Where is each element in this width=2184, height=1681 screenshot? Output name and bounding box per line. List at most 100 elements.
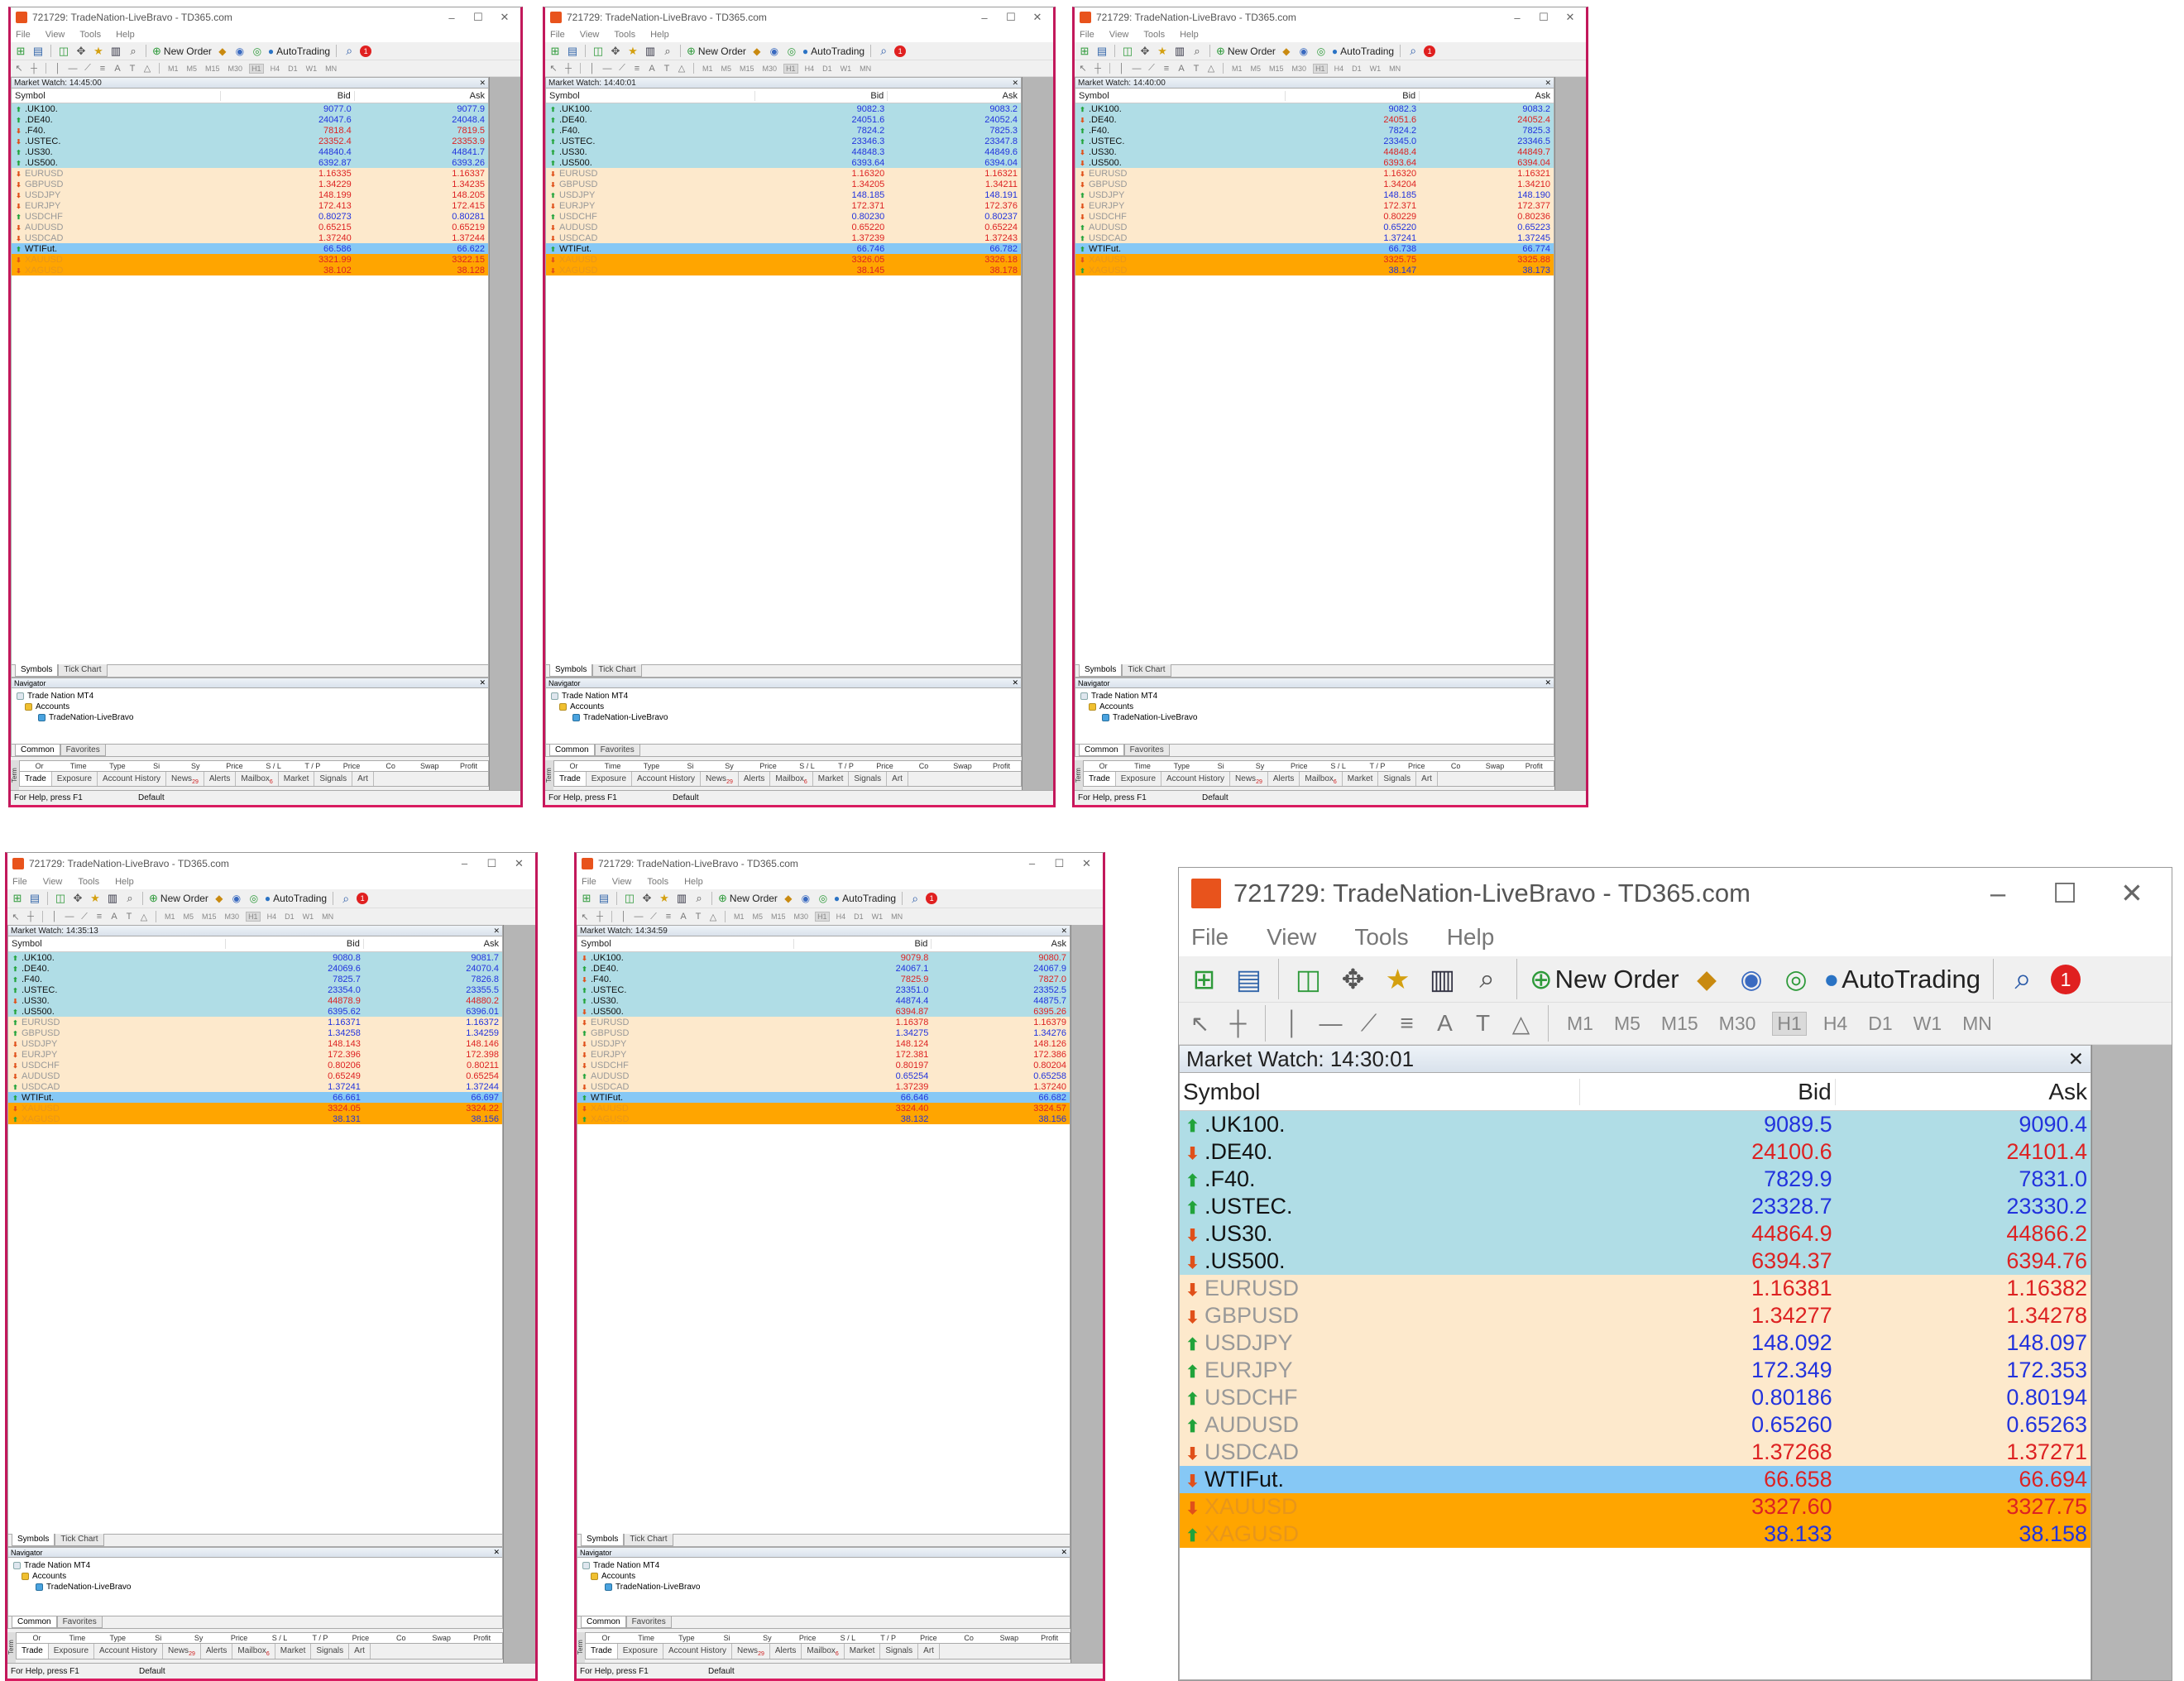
terminal-tab-news[interactable]: News29: [732, 1644, 770, 1659]
market-watch-row[interactable]: ⬇ EURJPY 172.381 172.386: [577, 1049, 1070, 1060]
timeframe-w1[interactable]: W1: [1913, 1012, 1942, 1034]
timeframe-h1[interactable]: H1: [249, 63, 264, 74]
terminal-tab-art[interactable]: Art: [352, 772, 374, 786]
data-window-icon[interactable]: ✥: [73, 892, 83, 904]
market-watch-row[interactable]: ⬇ AUDUSD 0.65215 0.65219: [12, 222, 488, 232]
market-watch-row[interactable]: ⬇ .US500. 6393.64 6394.04: [1075, 157, 1554, 168]
market-watch-row[interactable]: ⬆ XAGUSD 38.131 38.156: [8, 1113, 502, 1124]
timeframe-m30[interactable]: M30: [228, 64, 243, 73]
market-watch-row[interactable]: ⬆ .US30. 44874.4 44875.7: [577, 995, 1070, 1006]
terminal-tab-account-history[interactable]: Account History: [1161, 772, 1231, 786]
close-button[interactable]: ✕: [1565, 11, 1575, 23]
timeframe-m1[interactable]: M1: [165, 912, 175, 921]
market-watch-row[interactable]: ⬇ EURUSD 1.16335 1.16337: [12, 168, 488, 179]
timeframe-d1[interactable]: D1: [1868, 1012, 1893, 1034]
text-icon[interactable]: A: [114, 63, 121, 74]
timeframe-m15[interactable]: M15: [202, 912, 217, 921]
tab-common[interactable]: Common: [15, 745, 60, 756]
data-window-icon[interactable]: ✥: [611, 44, 620, 57]
terminal-tab-market[interactable]: Market: [1343, 772, 1379, 786]
navigator-icon[interactable]: ★: [93, 44, 103, 57]
timeframe-m30[interactable]: M30: [1291, 64, 1307, 73]
column-bid[interactable]: Bid: [1286, 90, 1420, 101]
close-icon[interactable]: ✕: [1061, 1548, 1067, 1556]
terminal-tab-exposure[interactable]: Exposure: [587, 772, 633, 786]
menu-help[interactable]: Help: [115, 876, 134, 887]
column-symbol[interactable]: Symbol: [577, 939, 794, 949]
market-watch-row[interactable]: ⬆ .DE40. 24047.6 24048.4: [12, 114, 488, 125]
menu-file[interactable]: File: [1080, 30, 1094, 40]
market-watch-row[interactable]: ⬆ USDCAD 1.37241 1.37244: [8, 1081, 502, 1092]
timeframe-h4[interactable]: H4: [804, 64, 815, 73]
navigator-account[interactable]: TradeNation-LiveBravo: [582, 1582, 1065, 1592]
timeframe-mn[interactable]: MN: [322, 912, 334, 921]
market-watch-row[interactable]: ⬆ .F40. 7824.2 7825.3: [546, 125, 1021, 136]
terminal-tab-art[interactable]: Art: [1416, 772, 1438, 786]
label-icon[interactable]: T: [1475, 1010, 1491, 1036]
community-icon[interactable]: ◉: [801, 893, 811, 904]
terminal-icon[interactable]: ▥: [1174, 44, 1185, 57]
terminal-tab-news[interactable]: News29: [701, 772, 739, 786]
market-watch-row[interactable]: ⬇ .UK100. 9079.8 9080.7: [577, 952, 1070, 963]
market-watch-row[interactable]: ⬇ XAUUSD 3325.75 3325.88: [1075, 254, 1554, 265]
menu-tools[interactable]: Tools: [78, 876, 100, 887]
market-watch-row[interactable]: ⬇ USDJPY 148.199 148.205: [12, 189, 488, 200]
profiles-icon[interactable]: ▤: [1096, 44, 1108, 57]
tester-icon[interactable]: ⌕: [127, 892, 133, 904]
menu-file[interactable]: File: [12, 876, 27, 887]
profiles-icon[interactable]: ▤: [32, 44, 44, 57]
menu-tools[interactable]: Tools: [79, 30, 102, 40]
timeframe-m5[interactable]: M5: [186, 64, 198, 73]
market-watch-row[interactable]: ⬆ .US500. 6392.87 6393.26: [12, 157, 488, 168]
alert-badge-icon[interactable]: 1: [894, 45, 907, 57]
navigator-account[interactable]: TradeNation-LiveBravo: [1080, 712, 1549, 723]
channel-icon[interactable]: ≡: [1400, 1010, 1414, 1036]
cursor-icon[interactable]: ↖: [1190, 1010, 1210, 1037]
vertical-line-icon[interactable]: │: [620, 912, 627, 922]
market-watch-row[interactable]: ⬇ USDCAD 1.37239 1.37240: [577, 1081, 1070, 1092]
close-button[interactable]: ✕: [1032, 11, 1042, 23]
menu-view[interactable]: View: [579, 30, 600, 40]
market-watch-row[interactable]: ⬆ .US30. 44848.3 44849.6: [546, 146, 1021, 157]
terminal-tab-alerts[interactable]: Alerts: [201, 1644, 233, 1659]
timeframe-w1[interactable]: W1: [871, 912, 884, 921]
market-watch-row[interactable]: ⬆ .USTEC. 23351.0 23352.5: [577, 984, 1070, 995]
market-watch-row[interactable]: ⬇ EURJPY 172.371 172.377: [1075, 200, 1554, 211]
menu-help[interactable]: Help: [1446, 924, 1495, 950]
tab-tick-chart[interactable]: Tick Chart: [1122, 664, 1171, 677]
search-icon[interactable]: ⌕: [912, 891, 919, 905]
market-watch-row[interactable]: ⬇ USDCAD 1.37268 1.37271: [1180, 1439, 2091, 1466]
tab-favorites[interactable]: Favorites: [56, 1616, 103, 1628]
market-watch-row[interactable]: ⬇ .DE40. 24100.6 24101.4: [1180, 1138, 2091, 1166]
timeframe-h4[interactable]: H4: [270, 64, 280, 73]
timeframe-m30[interactable]: M30: [762, 64, 778, 73]
terminal-tab-signals[interactable]: Signals: [849, 772, 888, 786]
tab-symbols[interactable]: Symbols: [581, 1534, 625, 1546]
market-watch-row[interactable]: ⬇ USDCHF 0.80229 0.80236: [1075, 211, 1554, 222]
navigator-icon[interactable]: ★: [90, 892, 100, 904]
shapes-icon[interactable]: △: [1207, 64, 1215, 74]
timeframe-h1[interactable]: H1: [246, 912, 261, 922]
terminal-icon[interactable]: ▥: [644, 44, 656, 57]
maximize-button[interactable]: ☐: [1054, 856, 1065, 869]
terminal-tab-signals[interactable]: Signals: [1378, 772, 1417, 786]
close-button[interactable]: ✕: [515, 856, 524, 869]
horizontal-line-icon[interactable]: —: [68, 63, 78, 74]
tester-icon[interactable]: ⌕: [1194, 44, 1200, 57]
terminal-tab-art[interactable]: Art: [918, 1644, 940, 1659]
label-icon[interactable]: T: [663, 63, 670, 74]
timeframe-h4[interactable]: H4: [1822, 1012, 1848, 1034]
timeframe-d1[interactable]: D1: [285, 912, 295, 921]
column-symbol[interactable]: Symbol: [1075, 90, 1286, 101]
market-watch-row[interactable]: ⬆ .US500. 6395.62 6396.01: [8, 1006, 502, 1017]
search-icon[interactable]: ⌕: [1410, 44, 1417, 57]
market-watch-row[interactable]: ⬇ USDJPY 148.124 148.126: [577, 1038, 1070, 1049]
timeframe-d1[interactable]: D1: [288, 64, 298, 73]
data-window-icon[interactable]: ✥: [642, 892, 652, 904]
market-watch-row[interactable]: ⬇ USDCAD 1.37239 1.37243: [546, 232, 1021, 243]
market-watch-row[interactable]: ⬇ AUDUSD 0.65249 0.65254: [8, 1070, 502, 1081]
market-watch-icon[interactable]: ◫: [58, 44, 69, 57]
tab-common[interactable]: Common: [12, 1616, 57, 1628]
text-icon[interactable]: A: [111, 912, 117, 922]
menu-tools[interactable]: Tools: [647, 876, 669, 887]
